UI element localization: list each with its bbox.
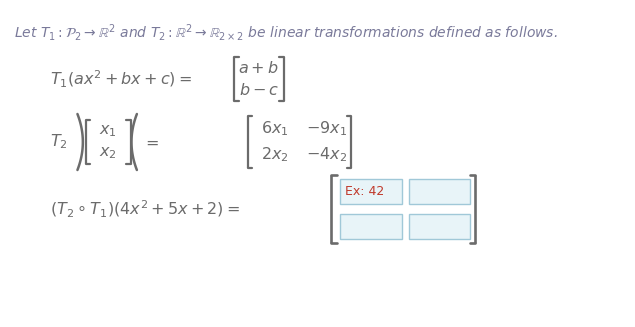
Text: $x_1$: $x_1$ <box>99 123 117 139</box>
Text: Ex: 42: Ex: 42 <box>345 185 384 198</box>
Text: $T_2$: $T_2$ <box>50 133 67 151</box>
Text: $T_1(ax^2 + bx + c) =$: $T_1(ax^2 + bx + c) =$ <box>50 68 192 90</box>
Text: $(T_2 \circ T_1)\left(4x^2 + 5x + 2\right) =$: $(T_2 \circ T_1)\left(4x^2 + 5x + 2\righ… <box>50 198 239 219</box>
Text: $=$: $=$ <box>142 134 159 149</box>
Text: $6x_1$: $6x_1$ <box>261 120 289 138</box>
FancyBboxPatch shape <box>409 179 470 204</box>
Text: Let $T_1 : \mathcal{P}_2 \rightarrow \mathbb{R}^2$ and $T_2 : \mathbb{R}^2 \righ: Let $T_1 : \mathcal{P}_2 \rightarrow \ma… <box>13 22 557 43</box>
Text: $x_2$: $x_2$ <box>99 145 117 161</box>
FancyBboxPatch shape <box>340 214 401 239</box>
Text: $2x_2$: $2x_2$ <box>261 146 289 164</box>
Text: $-9x_1$: $-9x_1$ <box>306 120 347 138</box>
Text: $a + b$: $a + b$ <box>239 60 279 76</box>
Text: $-4x_2$: $-4x_2$ <box>306 146 347 164</box>
FancyBboxPatch shape <box>340 179 401 204</box>
FancyBboxPatch shape <box>409 214 470 239</box>
Text: $b - c$: $b - c$ <box>239 82 279 98</box>
